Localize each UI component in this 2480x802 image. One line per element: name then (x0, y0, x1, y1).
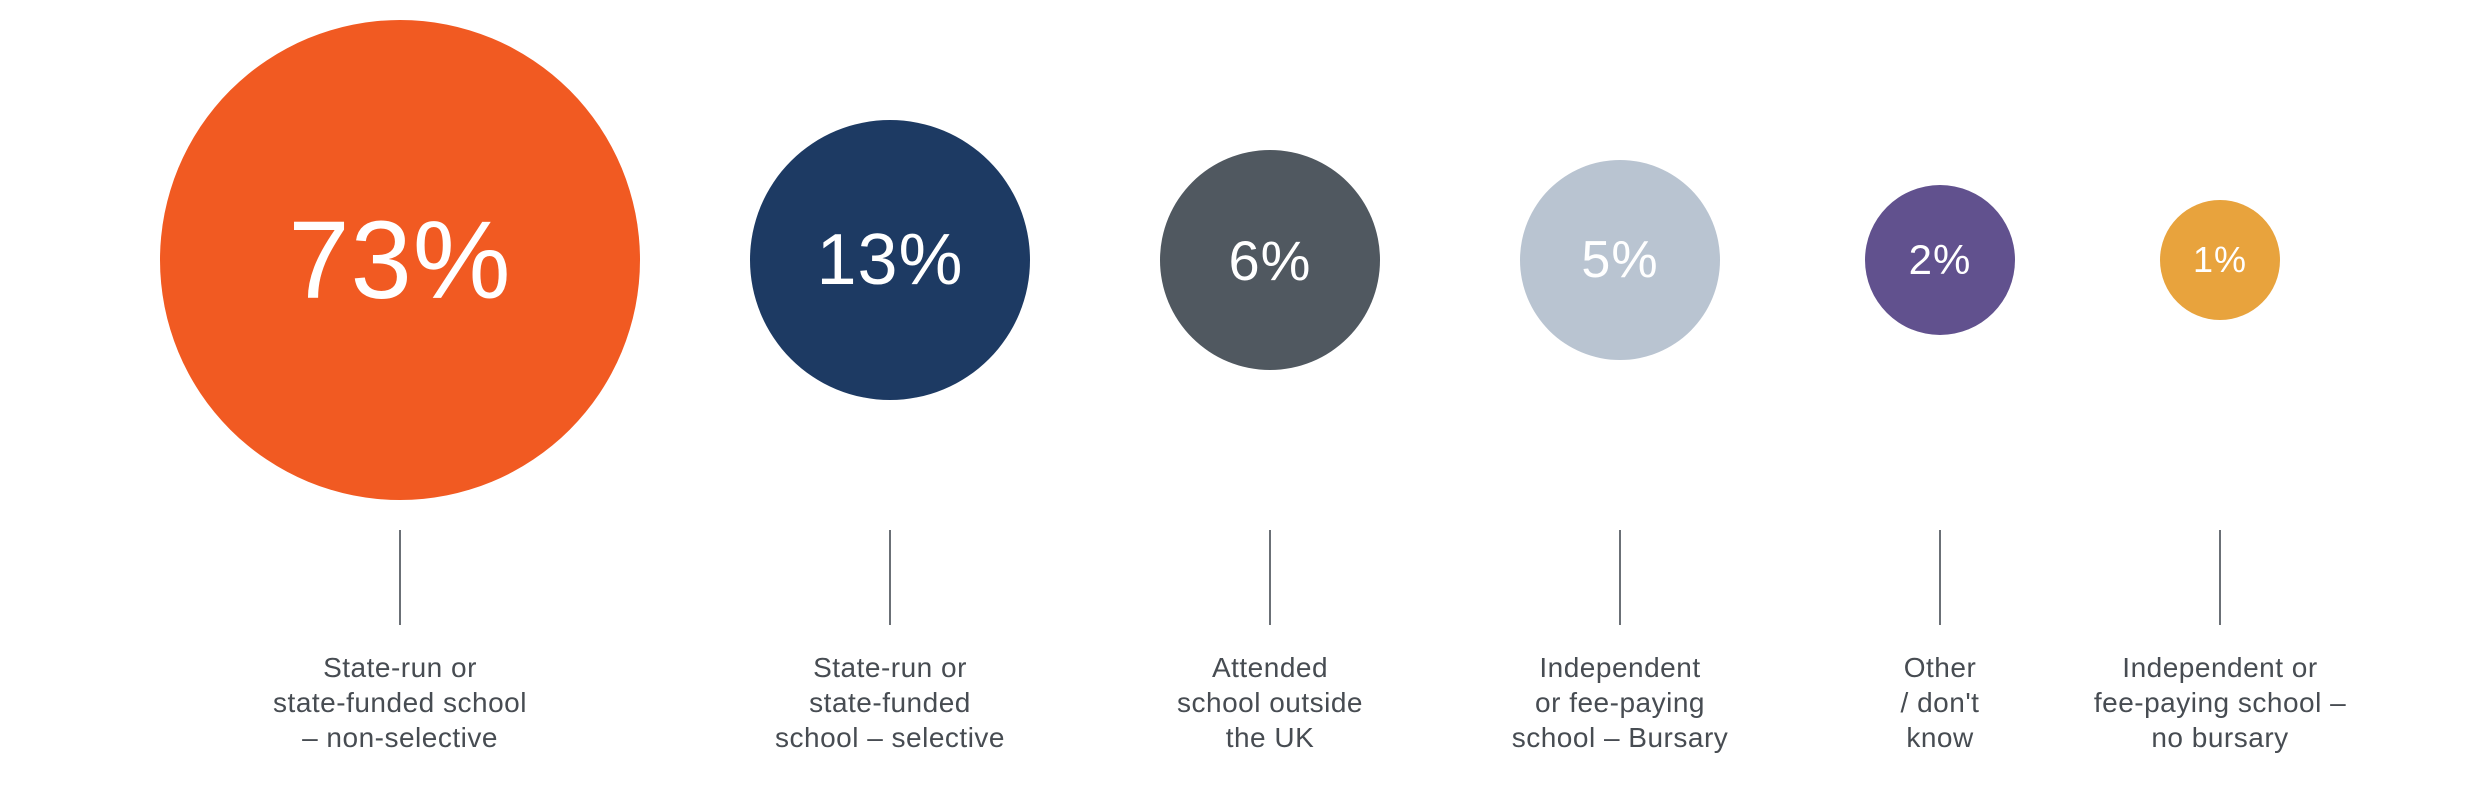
bubble: 2% (1865, 185, 2015, 335)
connector-line (1619, 530, 1621, 625)
connector-line (1939, 530, 1941, 625)
connector-line (889, 530, 891, 625)
bubble: 13% (750, 120, 1030, 400)
bubble-label: State-run or state-funded school – non-s… (273, 650, 527, 755)
connector-line (399, 530, 401, 625)
connector-line (2219, 530, 2221, 625)
bubble-label: Attended school outside the UK (1177, 650, 1363, 755)
bubble-label: Independent or fee-paying school – Bursa… (1512, 650, 1729, 755)
bubble-value: 5% (1581, 230, 1658, 290)
bubble-value: 6% (1229, 228, 1312, 293)
bubble-value: 1% (2193, 239, 2247, 281)
bubble-value: 2% (1909, 236, 1972, 284)
bubble-value: 73% (288, 197, 511, 324)
bubble-label: Other / don't know (1901, 650, 1980, 755)
bubble-label: State-run or state-funded school – selec… (775, 650, 1005, 755)
connector-line (1269, 530, 1271, 625)
bubble: 5% (1520, 160, 1720, 360)
bubble-label: Independent or fee-paying school – no bu… (2094, 650, 2346, 755)
bubble: 73% (160, 20, 640, 500)
bubble-value: 13% (816, 219, 963, 301)
bubble: 6% (1160, 150, 1380, 370)
bubble-chart: 73% State-run or state-funded school – no… (0, 0, 2480, 802)
bubble: 1% (2160, 200, 2280, 320)
